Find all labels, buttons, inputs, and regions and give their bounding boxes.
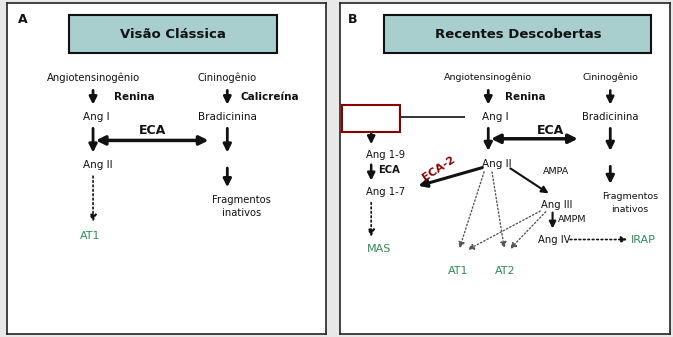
Text: IRAP: IRAP: [631, 235, 656, 245]
Text: Recentes Descobertas: Recentes Descobertas: [435, 28, 601, 40]
Text: Ang 1-9: Ang 1-9: [366, 150, 405, 160]
Text: Renina: Renina: [505, 92, 545, 102]
Text: Fragmentos: Fragmentos: [602, 192, 658, 201]
Text: AT1: AT1: [448, 266, 469, 276]
Text: ECA: ECA: [139, 124, 166, 137]
Text: A: A: [18, 13, 28, 26]
Text: Bradicinina: Bradicinina: [582, 112, 639, 122]
Text: Renina: Renina: [114, 92, 154, 102]
Text: Ang I: Ang I: [83, 112, 110, 122]
Text: Visão Clássica: Visão Clássica: [120, 28, 226, 40]
Text: MAS: MAS: [367, 244, 392, 254]
Text: Ang III: Ang III: [541, 200, 573, 210]
Text: ECA-2: ECA-2: [354, 113, 388, 123]
FancyBboxPatch shape: [69, 15, 277, 53]
Text: B: B: [349, 13, 358, 26]
Text: Fragmentos: Fragmentos: [212, 195, 271, 205]
Text: Angiotensinogênio: Angiotensinogênio: [46, 72, 139, 83]
Text: Ang I: Ang I: [482, 112, 508, 122]
Text: Bradicinina: Bradicinina: [198, 112, 256, 122]
Text: ECA: ECA: [537, 124, 565, 137]
FancyBboxPatch shape: [342, 105, 400, 131]
Text: ECA: ECA: [378, 165, 400, 175]
Text: AT1: AT1: [80, 231, 101, 241]
Text: inativos: inativos: [612, 205, 649, 214]
FancyBboxPatch shape: [384, 15, 651, 53]
Text: Angiotensinogênio: Angiotensinogênio: [444, 73, 532, 83]
Text: Ang II: Ang II: [83, 160, 113, 170]
Text: Cininogênio: Cininogênio: [582, 73, 638, 83]
Text: Cininogênio: Cininogênio: [198, 72, 257, 83]
Text: Calicreína: Calicreína: [240, 92, 299, 102]
Text: AT2: AT2: [495, 266, 515, 276]
Text: AMPA: AMPA: [542, 167, 569, 176]
Text: AMPM: AMPM: [557, 215, 586, 224]
Text: inativos: inativos: [222, 208, 261, 218]
Text: Ang IV: Ang IV: [538, 235, 570, 245]
Text: Ang II: Ang II: [482, 158, 511, 168]
Text: ECA-2: ECA-2: [421, 154, 457, 183]
Text: Ang 1-7: Ang 1-7: [366, 187, 405, 196]
